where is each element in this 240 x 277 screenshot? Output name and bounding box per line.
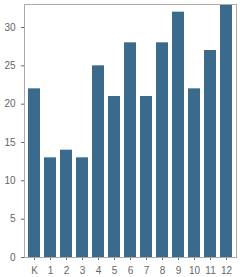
svg-text:7: 7 (144, 265, 150, 276)
svg-text:20: 20 (4, 98, 16, 109)
svg-text:3: 3 (80, 265, 86, 276)
svg-text:11: 11 (205, 265, 216, 276)
svg-text:10: 10 (189, 265, 201, 276)
svg-text:25: 25 (4, 60, 16, 71)
svg-text:15: 15 (4, 137, 16, 148)
svg-text:5: 5 (10, 213, 16, 224)
svg-text:9: 9 (176, 265, 182, 276)
svg-text:K: K (31, 265, 38, 276)
svg-text:5: 5 (112, 265, 118, 276)
svg-text:8: 8 (160, 265, 166, 276)
svg-text:12: 12 (221, 265, 233, 276)
svg-text:6: 6 (128, 265, 134, 276)
svg-text:1: 1 (48, 265, 54, 276)
svg-text:0: 0 (10, 252, 16, 263)
svg-text:4: 4 (96, 265, 102, 276)
svg-text:10: 10 (4, 175, 16, 186)
svg-text:30: 30 (4, 22, 16, 33)
svg-text:2: 2 (64, 265, 70, 276)
